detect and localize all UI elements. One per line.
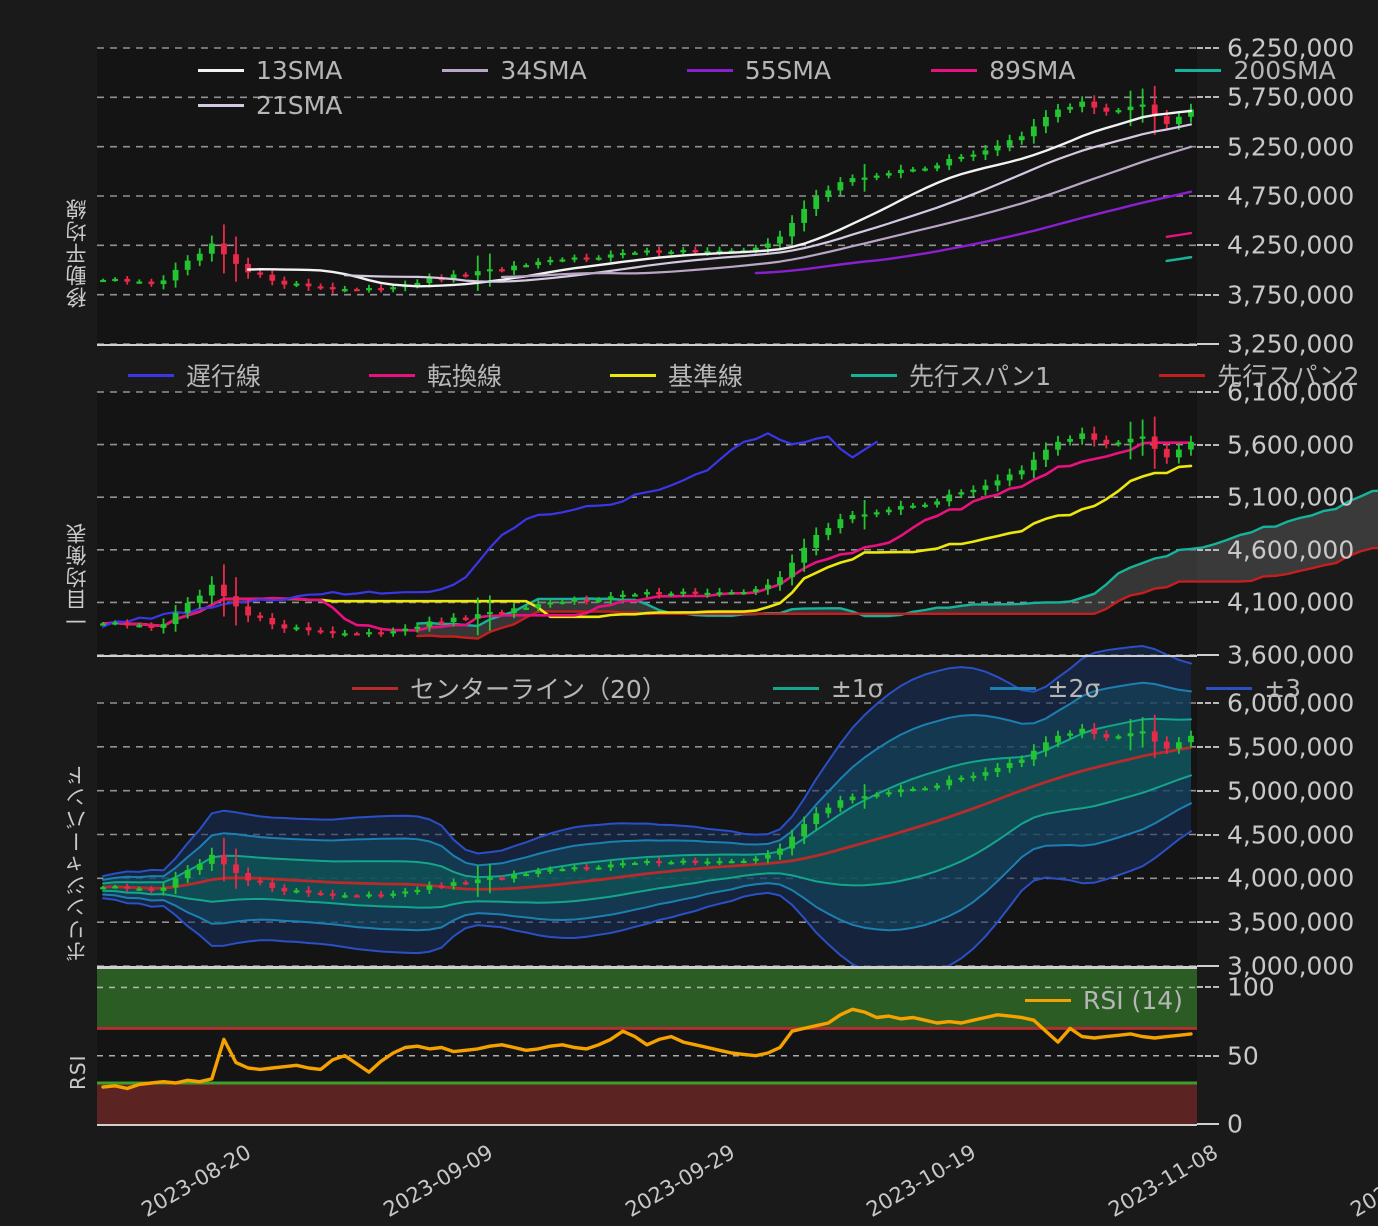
legend-ichimoku-item[interactable]: 基準線 (610, 357, 743, 393)
panel-rsi-bottom-axis (97, 1124, 1197, 1126)
panel-bollinger-band (97, 645, 1197, 980)
x-tick-label: 2023-11-08 (1104, 1140, 1223, 1222)
legend-ichimoku-item[interactable]: 転換線 (369, 357, 502, 393)
legend-label: ±1σ (830, 673, 884, 703)
legend-label: 遅行線 (186, 362, 262, 391)
legend-label: センターライン（20） (410, 675, 667, 704)
legend-bollinger-band: センターライン（20） ±1σ ±2σ ±3 (352, 670, 1378, 706)
y-tick-label: 3,000,000 (1227, 951, 1355, 981)
y-tick-label: 3,250,000 (1227, 329, 1355, 359)
panel-rsi (97, 967, 1197, 1124)
panel-rsi-svg (97, 967, 1197, 1124)
legend-ichimoku-item[interactable]: 先行スパン1 (851, 357, 1051, 393)
y-tick-label: 3,500,000 (1227, 907, 1355, 937)
x-tick-label: 2023-09-29 (620, 1140, 739, 1222)
legend-color-swatch-icon (1159, 373, 1206, 377)
legend-ichimoku-item[interactable]: 遅行線 (128, 357, 261, 393)
y-tick-mark (1197, 293, 1219, 296)
y-tick-label: 3,600,000 (1227, 640, 1355, 670)
y-tick-mark (1197, 195, 1219, 197)
panel-moving-average-svg (97, 47, 1197, 345)
y-tick-mark (1197, 1054, 1219, 1057)
legend-color-swatch-icon (352, 686, 398, 690)
legend-ichimoku: 遅行線 転換線 基準線 先行スパン1 先行スパン2 (128, 357, 1378, 393)
legend-label: 基準線 (668, 362, 744, 391)
x-tick-label: 2023-11-28 (1346, 1140, 1378, 1222)
y-tick-label: 5,600,000 (1227, 430, 1355, 460)
y-tick-mark (1197, 96, 1219, 99)
y-tick-label: 4,500,000 (1227, 820, 1355, 849)
panel-bollinger-band-svg (97, 645, 1197, 980)
legend-color-swatch-icon (610, 373, 657, 377)
y-tick-mark (1197, 601, 1219, 604)
panel-moving-average-bottom-axis (97, 344, 1197, 346)
y-tick-label: 6,250,000 (1227, 33, 1355, 63)
y-tick-label: 50 (1227, 1041, 1259, 1071)
y-tick-mark (1197, 702, 1219, 704)
y-tick-label: 5,250,000 (1227, 132, 1355, 162)
y-tick-mark (1197, 443, 1219, 446)
panel-ichimoku-axis-label: 一目均衡表 (65, 522, 89, 632)
y-tick-label: 100 (1227, 972, 1275, 1002)
y-tick-label: 5,000,000 (1227, 776, 1355, 806)
panel-ichimoku (97, 391, 1378, 656)
y-tick-mark (1197, 391, 1219, 393)
y-tick-mark (1197, 833, 1219, 836)
panel-moving-average-axis-label: 移動平均線 (65, 198, 89, 308)
panel-ichimoku-svg (97, 391, 1378, 656)
y-tick-label: 6,100,000 (1227, 377, 1355, 407)
y-tick-mark (1197, 47, 1219, 49)
y-tick-label: 4,750,000 (1227, 181, 1355, 211)
y-tick-mark (1197, 745, 1219, 748)
y-tick-mark (1197, 789, 1219, 792)
y-tick-label: 5,500,000 (1227, 732, 1355, 762)
y-tick-mark (1197, 1123, 1219, 1125)
y-tick-mark (1197, 496, 1219, 499)
legend-bollinger-band-item[interactable]: センターライン（20） (352, 670, 667, 706)
y-tick-label: 4,100,000 (1227, 587, 1355, 617)
panel-bollinger-band-axis-label: ボリンジャーバンド (65, 764, 89, 962)
y-tick-label: 4,600,000 (1227, 535, 1355, 565)
x-tick-label: 2023-08-20 (137, 1140, 256, 1222)
y-tick-label: 3,750,000 (1227, 280, 1355, 310)
y-tick-label: 5,750,000 (1227, 82, 1355, 112)
y-tick-label: 4,250,000 (1227, 230, 1355, 260)
y-tick-label: 5,100,000 (1227, 482, 1355, 512)
legend-color-swatch-icon (851, 373, 898, 377)
legend-color-swatch-icon (772, 686, 819, 690)
panel-rsi-axis-label: RSI (66, 1054, 90, 1091)
panel-ichimoku-plot-area (97, 392, 1197, 655)
y-tick-mark (1197, 244, 1219, 247)
x-tick-label: 2023-10-19 (862, 1140, 981, 1222)
y-tick-mark (1197, 548, 1219, 551)
y-tick-mark (1197, 986, 1219, 989)
y-tick-label: 6,000,000 (1227, 688, 1355, 718)
x-tick-label: 2023-09-09 (379, 1140, 497, 1222)
panel-ichimoku-bottom-axis (97, 655, 1197, 657)
legend-color-swatch-icon (369, 373, 416, 377)
panel-moving-average (97, 47, 1197, 345)
legend-color-swatch-icon (128, 373, 174, 377)
y-tick-label: 4,000,000 (1227, 863, 1355, 893)
y-tick-mark (1197, 877, 1219, 880)
y-tick-mark (1197, 654, 1219, 656)
y-tick-mark (1197, 965, 1219, 967)
y-tick-mark (1197, 921, 1219, 924)
panel-rsi-top-axis (97, 967, 1197, 969)
legend-bollinger-band-item[interactable]: ±1σ (772, 673, 884, 703)
legend-label: 先行スパン1 (909, 362, 1052, 391)
y-tick-mark (1197, 145, 1219, 148)
y-tick-label: 0 (1227, 1109, 1243, 1139)
y-tick-mark (1197, 343, 1219, 345)
legend-label: 転換線 (427, 362, 503, 391)
